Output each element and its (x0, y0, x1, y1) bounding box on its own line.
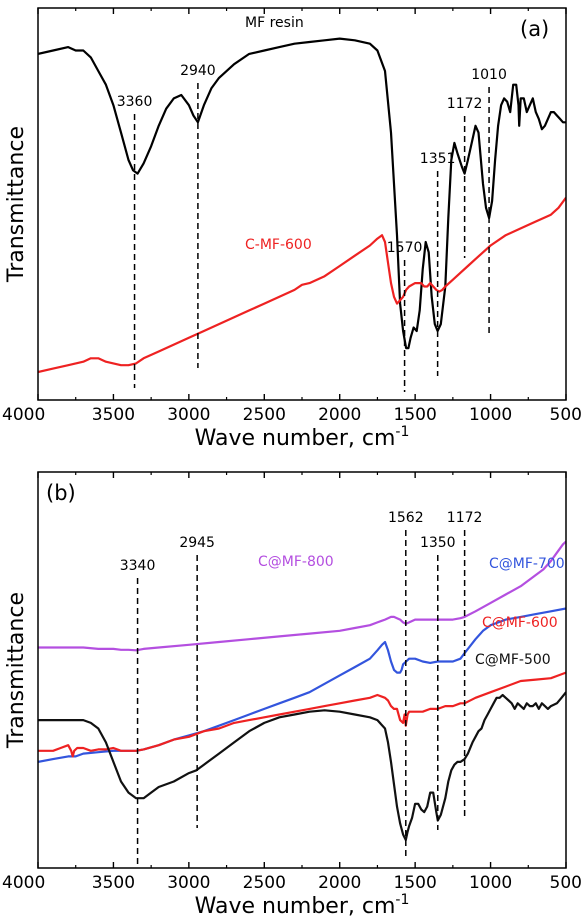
panel-a-series-line-1 (38, 196, 566, 374)
panel-a: 3360 2940 1570 1351 1172 1010 4000 3500 3000 250… (2, 7, 582, 451)
panel-b-xtick-label-5: 1500 (394, 873, 437, 893)
panel-b-annotation-label-2: 1562 (388, 510, 424, 526)
panel-b-xlabel-sup: -1 (395, 892, 409, 908)
panel-b-label-c-mf-600: C@MF-600 (482, 615, 558, 631)
panel-b-xlabel: Wave number, cm-1 (195, 892, 410, 919)
panel-b-plot-frame (37, 471, 567, 869)
panel-b-annotations: 3340 2945 1562 1350 1172 (120, 510, 483, 865)
panel-b-label-c-mf-800: C@MF-800 (258, 554, 334, 570)
panel-a-annotations: 3360 2940 1570 1351 1172 1010 (117, 63, 507, 392)
panel-b-series (38, 540, 566, 842)
panel-b-xtick-label-7: 500 (550, 873, 582, 893)
panel-b-label: (b) (46, 481, 76, 505)
panel-a-xlabel: Wave number, cm-1 (195, 424, 410, 451)
panel-b-xtick-label-2: 3000 (167, 873, 210, 893)
panel-b-xtick-label-4: 2000 (318, 873, 361, 893)
panel-a-xtick-label-2: 3000 (167, 405, 210, 425)
panel-a-ticks: 4000 3500 3000 2500 2000 1500 1000 500 (2, 8, 582, 425)
panel-a-xtick-label-0: 4000 (2, 405, 45, 425)
panel-a-annotation-label-5: 1010 (471, 67, 507, 83)
panel-b-series-line-1 (38, 607, 566, 763)
panel-b-xtick-label-6: 1000 (469, 873, 512, 893)
panel-b-label-c-mf-500: C@MF-500 (475, 652, 551, 668)
panel-a-xtick-label-7: 500 (550, 405, 582, 425)
panel-b-series-line-3 (38, 691, 566, 842)
panel-a-annotation-label-0: 3360 (117, 94, 153, 110)
panel-b-annotation-label-1: 2945 (179, 535, 215, 551)
panel-b-annotation-label-3: 1350 (420, 535, 456, 551)
panel-b-annotation-label-4: 1172 (447, 510, 483, 526)
panel-b-series-line-2 (38, 671, 566, 758)
panel-b-series-line-0 (38, 540, 566, 652)
panel-a-label-c-mf-600: C-MF-600 (245, 237, 312, 253)
panel-a-xtick-label-4: 2000 (318, 405, 361, 425)
panel-a-ylabel: Transmittance (4, 126, 29, 283)
panel-a-annotation-label-1: 2940 (180, 63, 216, 79)
panel-a-annotation-label-3: 1351 (420, 151, 456, 167)
panel-b-label-c-mf-700: C@MF-700 (489, 556, 565, 572)
panel-b-xtick-label-1: 3500 (92, 873, 135, 893)
panel-a-label-mf-resin: MF resin (245, 15, 304, 31)
panel-b-xtick-label-3: 2500 (243, 873, 286, 893)
panel-b-ticks: 4000 3500 3000 2500 2000 1500 1000 500 (2, 472, 582, 893)
panel-b-annotation-label-0: 3340 (120, 558, 156, 574)
panel-a-xlabel-text: Wave number, cm (195, 426, 396, 451)
panel-a-xlabel-sup: -1 (395, 424, 409, 440)
panel-b: 3340 2945 1562 1350 1172 4000 3500 3000 2500 200… (2, 471, 582, 919)
panel-a-series-line-0 (38, 37, 566, 350)
panel-a-annotation-label-4: 1172 (447, 96, 483, 112)
panel-a-xtick-label-1: 3500 (92, 405, 135, 425)
panel-a-label: (a) (520, 17, 549, 41)
panel-a-xtick-label-5: 1500 (394, 405, 437, 425)
panel-a-xtick-label-3: 2500 (243, 405, 286, 425)
panel-a-series (38, 37, 566, 374)
panel-b-ylabel: Transmittance (4, 592, 29, 749)
panel-a-annotation-label-2: 1570 (387, 240, 423, 256)
panel-b-xtick-label-0: 4000 (2, 873, 45, 893)
panel-a-xtick-label-6: 1000 (469, 405, 512, 425)
panel-b-xlabel-text: Wave number, cm (195, 894, 396, 919)
